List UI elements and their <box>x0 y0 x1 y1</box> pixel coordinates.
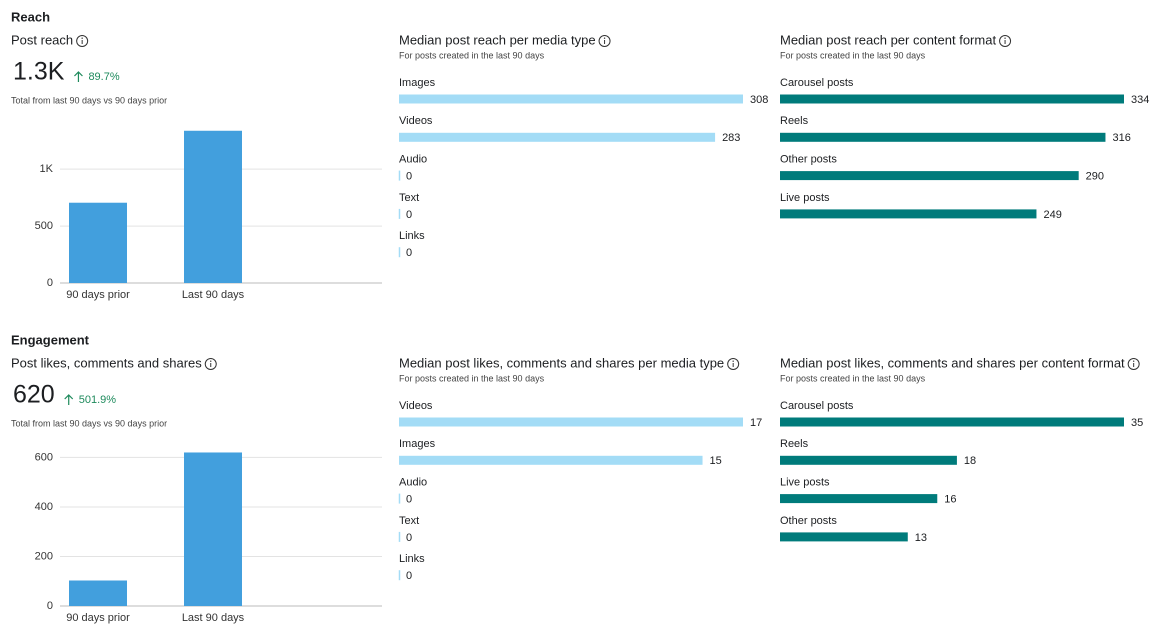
subtitle: For posts created in the last 90 days <box>780 373 926 383</box>
chart-title: Median post likes, comments and shares p… <box>780 355 1125 370</box>
category-label: Images <box>399 438 436 450</box>
chart-title: Median post likes, comments and shares p… <box>399 355 724 370</box>
category-label: Videos <box>399 400 433 412</box>
value-label: 0 <box>406 570 412 582</box>
category-label: Images <box>399 77 436 89</box>
value-label: 15 <box>710 455 722 467</box>
info-icon <box>1127 358 1140 370</box>
change-arrow <box>64 394 74 405</box>
value-label: 18 <box>964 455 976 467</box>
category-label: Carousel posts <box>780 77 854 89</box>
x-tick-label: 90 days prior <box>66 612 130 624</box>
value-label: 0 <box>406 209 412 221</box>
change-arrow <box>74 71 83 82</box>
info-icon-dot <box>1004 37 1006 39</box>
category-label: Reels <box>780 438 809 450</box>
category-label: Live posts <box>780 477 830 489</box>
info-icon <box>727 358 740 370</box>
value-label: 13 <box>915 532 927 544</box>
x-tick-label: Last 90 days <box>182 612 245 624</box>
value-label: 17 <box>750 417 762 429</box>
value-label: 0 <box>406 532 412 544</box>
chart-title: Post reach <box>11 32 73 47</box>
bar <box>780 209 1037 219</box>
category-label: Live posts <box>780 192 830 204</box>
value-label: 290 <box>1086 171 1104 183</box>
y-tick-label: 500 <box>35 220 53 232</box>
bar <box>780 417 1124 427</box>
chart-title: Median post reach per content format <box>780 32 996 47</box>
category-label: Text <box>399 515 419 527</box>
subtitle: For posts created in the last 90 days <box>780 50 926 60</box>
change-value: 501.9% <box>79 394 117 406</box>
value-label: 283 <box>722 132 740 144</box>
chart-title: Median post reach per media type <box>399 32 596 47</box>
y-tick-label: 400 <box>35 501 53 513</box>
info-icon-dot <box>1132 360 1135 362</box>
info-icon <box>204 358 217 370</box>
y-tick-label: 0 <box>47 600 53 612</box>
bar <box>780 171 1079 181</box>
y-tick-label: 200 <box>35 550 53 562</box>
bar <box>184 452 242 606</box>
subtitle: For posts created in the last 90 days <box>399 50 545 60</box>
y-tick-label: 1K <box>40 163 54 175</box>
category-label: Other posts <box>780 154 837 166</box>
category-label: Other posts <box>780 515 837 527</box>
category-label: Carousel posts <box>780 400 854 412</box>
value-label: 334 <box>1131 94 1149 106</box>
value-label: 249 <box>1043 209 1061 221</box>
info-icon <box>76 35 89 47</box>
value-label: 308 <box>750 94 768 106</box>
change-value: 89.7% <box>88 71 119 83</box>
info-icon-dot <box>81 37 83 39</box>
bar <box>780 455 957 465</box>
category-label: Videos <box>399 115 433 127</box>
chart-title: Post likes, comments and shares <box>11 355 202 370</box>
info-icon <box>999 35 1012 47</box>
bar <box>69 202 127 283</box>
value-label: 35 <box>1131 417 1143 429</box>
category-label: Links <box>399 230 425 242</box>
section-heading: Reach <box>11 9 50 24</box>
note: Total from last 90 days vs 90 days prior <box>11 418 167 428</box>
category-label: Audio <box>399 477 427 489</box>
info-icon-dot <box>732 360 734 362</box>
bar <box>399 455 703 465</box>
total-value: 620 <box>13 381 55 409</box>
value-label: 0 <box>406 171 412 183</box>
bar <box>69 580 127 606</box>
bar <box>780 494 938 504</box>
section-heading: Engagement <box>11 332 90 347</box>
category-label: Reels <box>780 115 809 127</box>
y-tick-label: 0 <box>47 277 53 289</box>
info-icon-dot <box>603 37 606 39</box>
subtitle: For posts created in the last 90 days <box>399 373 545 383</box>
bar <box>399 417 743 427</box>
total-value: 1.3K <box>13 58 65 86</box>
value-label: 0 <box>406 247 412 259</box>
bar <box>399 94 743 104</box>
category-label: Links <box>399 553 425 565</box>
value-label: 316 <box>1112 132 1130 144</box>
category-label: Audio <box>399 154 427 166</box>
y-tick-label: 600 <box>35 451 53 463</box>
bar <box>399 132 716 142</box>
bar <box>184 130 242 283</box>
info-icon <box>598 35 611 47</box>
bar <box>780 94 1124 104</box>
value-label: 0 <box>406 494 412 506</box>
x-tick-label: 90 days prior <box>66 289 130 301</box>
x-tick-label: Last 90 days <box>182 289 245 301</box>
bar <box>780 132 1106 142</box>
info-icon-dot <box>210 360 212 362</box>
bar <box>780 532 908 542</box>
value-label: 16 <box>944 494 956 506</box>
note: Total from last 90 days vs 90 days prior <box>11 95 167 105</box>
category-label: Text <box>399 192 419 204</box>
